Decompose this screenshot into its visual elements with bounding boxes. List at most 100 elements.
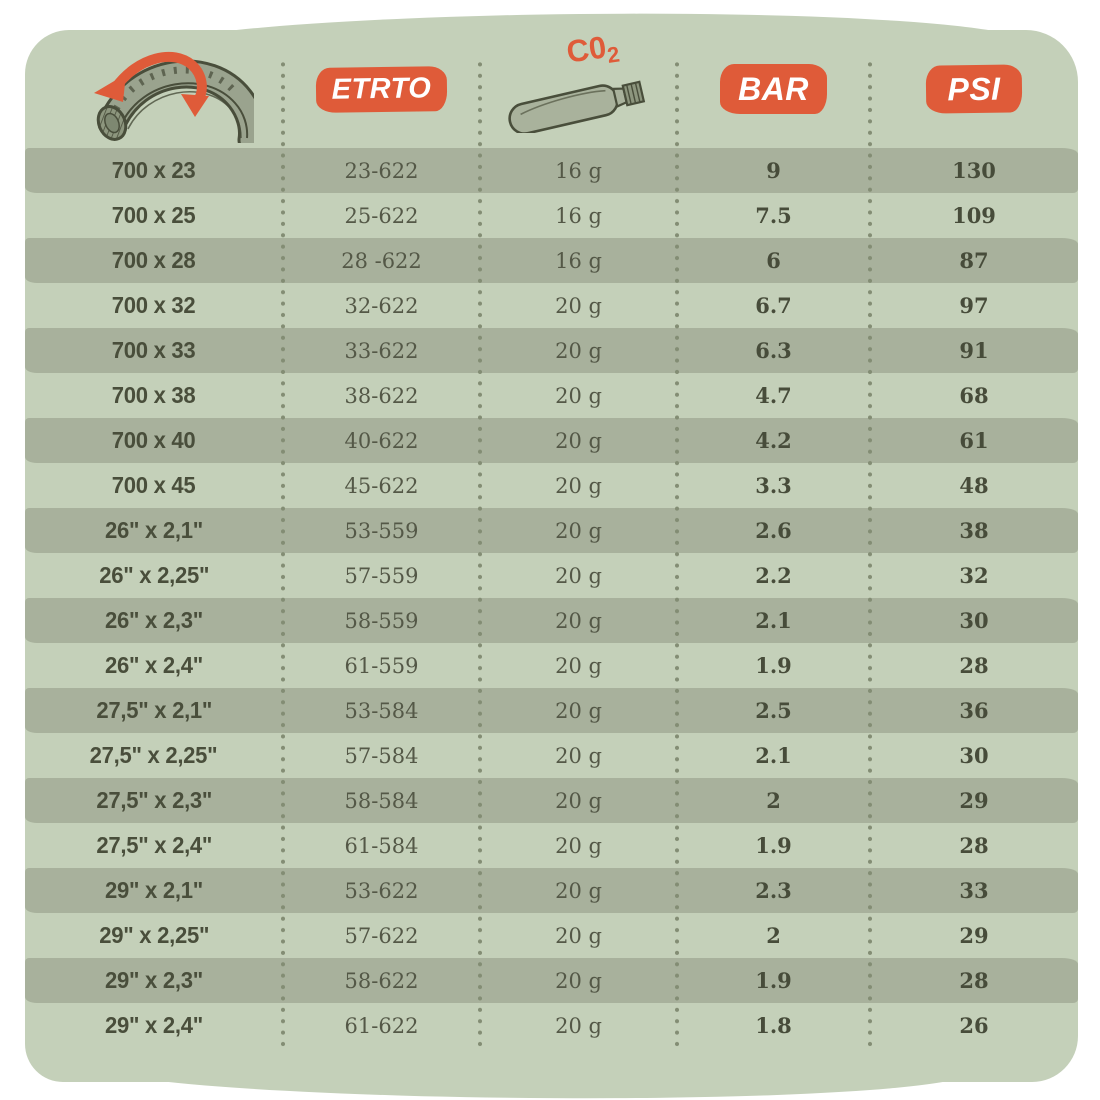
etrto-cell: 57-584 [344, 743, 419, 768]
tire-size-cell: 700 x 23 [112, 157, 196, 183]
etrto-cell: 58-559 [344, 608, 419, 633]
etrto-cell: 61-622 [344, 1013, 419, 1038]
co2-cell: 16 g [555, 248, 602, 273]
psi-cell: 28 [959, 653, 989, 678]
co2-cell: 20 g [555, 653, 602, 678]
table-row: 700 x 32 32-622 20 g 6.7 97 [25, 283, 1078, 328]
co2-cell: 20 g [555, 473, 602, 498]
table-row: 700 x 40 40-622 20 g 4.2 61 [25, 418, 1078, 463]
tire-size-cell: 29" x 2,1" [105, 877, 203, 903]
co2-cell: 20 g [555, 923, 602, 948]
table-row: 29" x 2,3" 58-622 20 g 1.9 28 [25, 958, 1078, 1003]
co2-cell: 20 g [555, 383, 602, 408]
tire-size-header [82, 39, 267, 154]
table-row: 27,5" x 2,1" 53-584 20 g 2.5 36 [25, 688, 1078, 733]
co2-cell: 20 g [555, 698, 602, 723]
bar-cell: 1.9 [755, 833, 792, 858]
bar-cell: 1.9 [755, 968, 792, 993]
bar-cell: 2.5 [755, 698, 792, 723]
tire-size-cell: 27,5" x 2,1" [96, 697, 212, 723]
bar-cell: 2.6 [755, 518, 792, 543]
etrto-label: ETRTO [331, 71, 432, 106]
tire-cross-section-icon [94, 51, 267, 154]
psi-cell: 109 [952, 203, 996, 228]
table-row: 29" x 2,1" 53-622 20 g 2.3 33 [25, 868, 1078, 913]
psi-cell: 97 [959, 293, 989, 318]
etrto-cell: 25-622 [344, 203, 419, 228]
psi-cell: 33 [959, 878, 989, 903]
co2-cell: 20 g [555, 338, 602, 363]
etrto-cell: 61-584 [344, 833, 419, 858]
psi-cell: 29 [959, 923, 989, 948]
bar-cell: 2 [766, 923, 781, 948]
table-row: 700 x 45 45-622 20 g 3.3 48 [25, 463, 1078, 508]
table-body: 700 x 23 23-622 16 g 9 130 700 x 25 25-6… [25, 148, 1078, 1048]
table-row: 700 x 28 28 -622 16 g 6 87 [25, 238, 1078, 283]
bar-cell: 6.3 [755, 338, 792, 363]
etrto-cell: 33-622 [344, 338, 419, 363]
psi-cell: 91 [959, 338, 989, 363]
table-row: 700 x 33 33-622 20 g 6.3 91 [25, 328, 1078, 373]
etrto-cell: 40-622 [344, 428, 419, 453]
table-row: 26" x 2,25" 57-559 20 g 2.2 32 [25, 553, 1078, 598]
etrto-cell: 53-559 [344, 518, 419, 543]
etrto-cell: 53-584 [344, 698, 419, 723]
co2-cell: 16 g [555, 203, 602, 228]
etrto-cell: 57-559 [344, 563, 419, 588]
etrto-cell: 28 -622 [341, 248, 422, 273]
tire-size-cell: 700 x 33 [112, 337, 196, 363]
tire-size-cell: 27,5" x 2,3" [96, 787, 212, 813]
co2-cell: 20 g [555, 788, 602, 813]
table-header: ETRTO C02 [25, 30, 1078, 154]
co2-cell: 20 g [555, 293, 602, 318]
bar-cell: 2.1 [755, 608, 792, 633]
etrto-cell: 58-584 [344, 788, 419, 813]
table-row: 27,5" x 2,3" 58-584 20 g 2 29 [25, 778, 1078, 823]
psi-cell: 28 [959, 833, 989, 858]
bar-cell: 2.2 [755, 563, 792, 588]
tire-size-cell: 27,5" x 2,4" [96, 832, 212, 858]
etrto-cell: 45-622 [344, 473, 419, 498]
table-row: 700 x 38 38-622 20 g 4.7 68 [25, 373, 1078, 418]
psi-cell: 87 [959, 248, 989, 273]
tire-size-cell: 700 x 28 [112, 247, 196, 273]
tire-size-cell: 29" x 2,25" [99, 922, 209, 948]
bar-cell: 6.7 [755, 293, 792, 318]
psi-cell: 29 [959, 788, 989, 813]
psi-cell: 26 [959, 1013, 989, 1038]
tire-size-cell: 26" x 2,25" [99, 562, 209, 588]
co2-cell: 20 g [555, 428, 602, 453]
table-panel: ETRTO C02 [25, 30, 1078, 1082]
tire-size-cell: 26" x 2,4" [105, 652, 203, 678]
column-separator-dots [868, 62, 872, 1048]
bar-cell: 4.7 [755, 383, 792, 408]
co2-cell: 20 g [555, 968, 602, 993]
table-row: 26" x 2,3" 58-559 20 g 2.1 30 [25, 598, 1078, 643]
table-row: 27,5" x 2,25" 57-584 20 g 2.1 30 [25, 733, 1078, 778]
etrto-cell: 53-622 [344, 878, 419, 903]
bar-cell: 3.3 [755, 473, 792, 498]
table-row: 26" x 2,1" 53-559 20 g 2.6 38 [25, 508, 1078, 553]
co2-cell: 20 g [555, 833, 602, 858]
etrto-header-badge: ETRTO [315, 65, 448, 113]
tire-size-cell: 26" x 2,1" [105, 517, 203, 543]
table-row: 27,5" x 2,4" 61-584 20 g 1.9 28 [25, 823, 1078, 868]
etrto-cell: 61-559 [344, 653, 419, 678]
psi-header-badge: PSI [925, 64, 1023, 114]
bar-cell: 2.1 [755, 743, 792, 768]
co2-cell: 20 g [555, 1013, 602, 1038]
column-separator-dots [675, 62, 679, 1048]
co2-cell: 20 g [555, 518, 602, 543]
table-row: 700 x 23 23-622 16 g 9 130 [25, 148, 1078, 193]
tire-size-cell: 29" x 2,3" [105, 967, 203, 993]
table-row: 29" x 2,25" 57-622 20 g 2 29 [25, 913, 1078, 958]
tire-size-cell: 700 x 25 [112, 202, 196, 228]
tire-size-cell: 700 x 40 [112, 427, 196, 453]
bar-cell: 4.2 [755, 428, 792, 453]
psi-cell: 32 [959, 563, 989, 588]
table-row: 700 x 25 25-622 16 g 7.5 109 [25, 193, 1078, 238]
tire-size-cell: 26" x 2,3" [105, 607, 203, 633]
tire-size-cell: 700 x 38 [112, 382, 196, 408]
bar-cell: 1.8 [755, 1013, 792, 1038]
co2-cell: 20 g [555, 878, 602, 903]
